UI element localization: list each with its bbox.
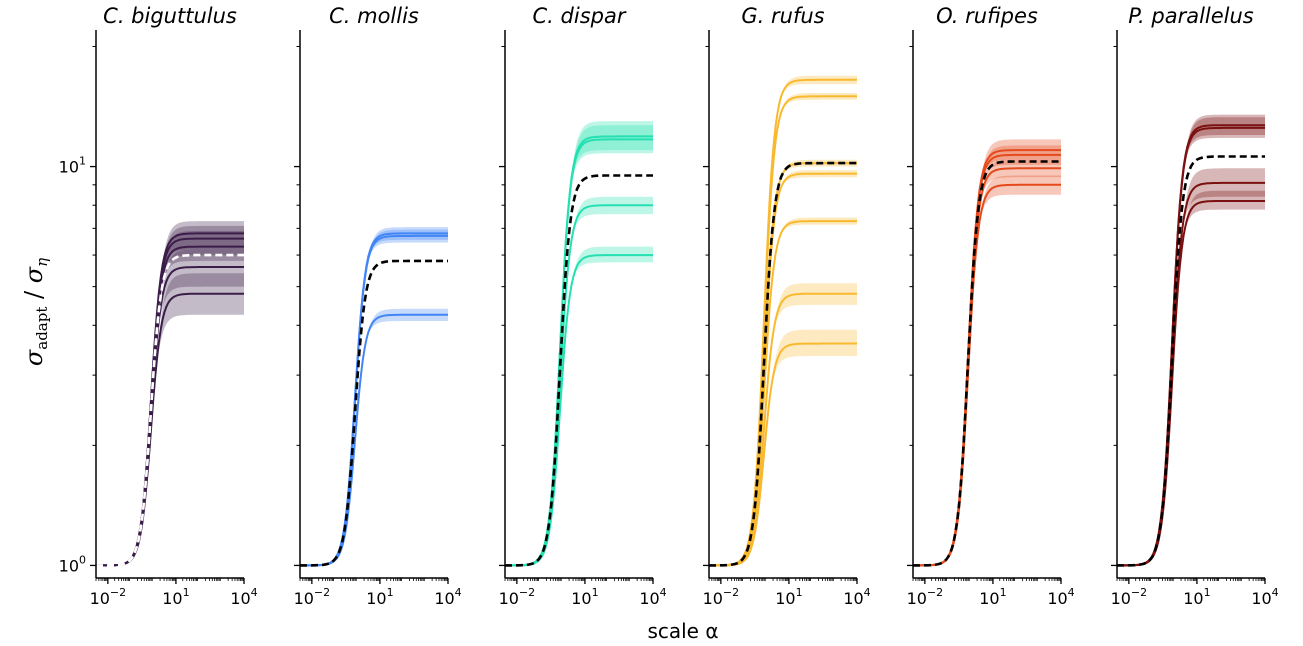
individual-line xyxy=(96,292,244,567)
panel-2: C. mollis 10−2 101 104 xyxy=(294,4,462,608)
mean-line xyxy=(300,259,448,567)
panel-title: C. biguttulus xyxy=(103,4,237,28)
y-axis-label-sub2: η xyxy=(33,258,51,267)
individual-line xyxy=(709,342,857,567)
y-tick-label: 101 xyxy=(59,155,86,177)
panel-title: C. mollis xyxy=(329,4,419,28)
confidence-band xyxy=(505,246,653,566)
x-tick-label: 101 xyxy=(1183,586,1210,608)
panel-5: O. rufipes 10−2 101 104 xyxy=(907,4,1075,608)
panel-6: P. parallelus 10−2 101 104 xyxy=(1111,4,1279,608)
y-axis-label-main-2: σ xyxy=(20,266,48,283)
panel-title: O. rufipes xyxy=(936,4,1038,28)
x-tick-label: 104 xyxy=(434,586,461,608)
x-tick-label: 10−2 xyxy=(703,586,740,608)
x-tick-label: 104 xyxy=(639,586,666,608)
x-tick-label: 104 xyxy=(230,586,257,608)
confidence-band xyxy=(709,283,857,566)
panel-3: C. dispar 10−2 101 104 xyxy=(499,4,667,608)
panel-1: C. biguttulus 100 101 10−2 101 104 xyxy=(59,4,258,608)
individual-line xyxy=(505,254,653,567)
confidence-band xyxy=(96,249,244,566)
confidence-band xyxy=(709,217,857,566)
confidence-band xyxy=(300,227,448,566)
x-tick-label: 10−2 xyxy=(1111,586,1148,608)
individual-line xyxy=(300,232,448,567)
x-axis-label: scale α xyxy=(647,619,718,643)
mean-line xyxy=(505,174,653,567)
individual-line xyxy=(709,172,857,567)
confidence-band xyxy=(1117,168,1265,566)
confidence-band xyxy=(505,125,653,566)
mean-line xyxy=(1117,155,1265,567)
mean-line xyxy=(709,161,857,567)
x-tick-label: 101 xyxy=(571,586,598,608)
confidence-band xyxy=(913,175,1061,566)
individual-line xyxy=(1117,181,1265,567)
y-tick-label: 100 xyxy=(59,553,86,575)
mean-line xyxy=(913,160,1061,567)
individual-line xyxy=(913,149,1061,567)
x-tick-label: 104 xyxy=(1047,586,1074,608)
x-tick-label: 101 xyxy=(366,586,393,608)
individual-line xyxy=(913,183,1061,567)
confidence-band xyxy=(96,273,244,566)
mean-line xyxy=(96,253,244,567)
x-tick-label: 101 xyxy=(979,586,1006,608)
x-tick-label: 101 xyxy=(775,586,802,608)
panel-title: G. rufus xyxy=(741,4,824,28)
individual-line xyxy=(1117,200,1265,567)
y-axis-label: σadapt / ση xyxy=(20,258,51,366)
y-axis-label-sub1: adapt xyxy=(33,307,51,350)
panels: C. biguttulus 100 101 10−2 101 104 C. mollis 10… xyxy=(59,4,1279,608)
individual-line xyxy=(709,78,857,567)
x-tick-label: 104 xyxy=(843,586,870,608)
individual-line xyxy=(913,167,1061,567)
x-tick-label: 10−2 xyxy=(294,586,331,608)
confidence-band xyxy=(1117,190,1265,566)
individual-line xyxy=(709,220,857,567)
individual-line xyxy=(300,313,448,567)
confidence-band xyxy=(913,145,1061,566)
confidence-band xyxy=(300,308,448,566)
y-axis-label-main: σ xyxy=(20,349,48,366)
x-tick-label: 101 xyxy=(162,586,189,608)
confidence-band xyxy=(913,159,1061,566)
individual-line xyxy=(913,153,1061,567)
confidence-band xyxy=(709,329,857,566)
confidence-band xyxy=(913,139,1061,566)
x-tick-label: 104 xyxy=(1251,586,1278,608)
x-tick-label: 10−2 xyxy=(499,586,536,608)
x-axis-label-text: scale α xyxy=(647,619,718,643)
panel-title: P. parallelus xyxy=(1128,4,1254,28)
x-tick-label: 10−2 xyxy=(907,586,944,608)
confidence-band xyxy=(709,75,857,566)
y-axis-label-slash: / xyxy=(20,283,48,306)
confidence-band xyxy=(300,229,448,566)
panel-4: G. rufus 10−2 101 104 xyxy=(703,4,871,608)
x-tick-label: 10−2 xyxy=(90,586,127,608)
individual-line xyxy=(300,234,448,567)
panel-title: C. dispar xyxy=(533,4,627,28)
